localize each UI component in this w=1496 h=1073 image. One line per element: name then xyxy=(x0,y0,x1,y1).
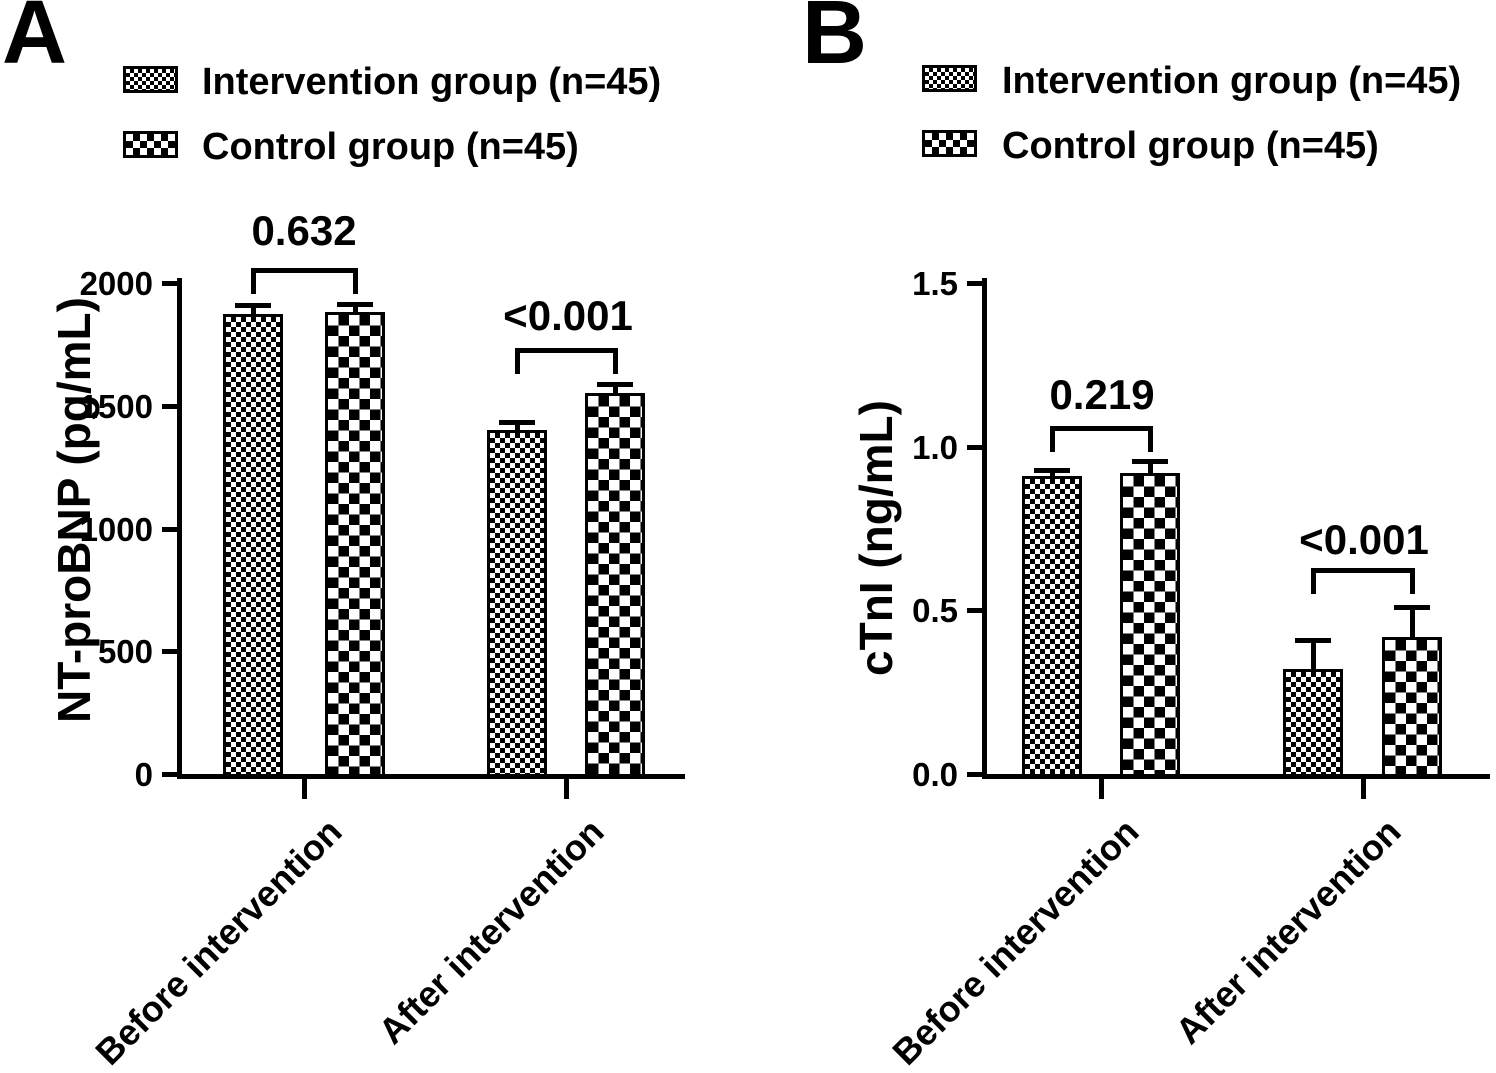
y-tick-label: 0.5 xyxy=(912,592,958,630)
y-tick-label: 2000 xyxy=(79,265,153,302)
legend-swatch-intervention xyxy=(123,66,178,93)
x-tick xyxy=(564,779,569,799)
significance-bracket xyxy=(251,268,358,294)
p-value-label: 0.219 xyxy=(1049,371,1155,418)
significance-bracket xyxy=(1050,426,1153,452)
error-bar-stem xyxy=(1050,469,1055,481)
x-tick xyxy=(1099,779,1104,799)
legend-swatch-control xyxy=(922,130,977,157)
y-tick-label: 1.5 xyxy=(912,265,958,302)
x-tick xyxy=(1361,779,1366,799)
error-bar-cap xyxy=(1132,459,1168,465)
y-tick xyxy=(967,444,982,450)
y-axis-title: cTnI (ng/mL) xyxy=(850,400,902,676)
bar-control-after xyxy=(585,393,645,777)
bar-control-after xyxy=(1382,636,1442,777)
error-bar-stem xyxy=(1410,607,1415,641)
x-axis-line xyxy=(177,774,685,779)
y-tick xyxy=(162,526,177,532)
y-tick-label: 0.0 xyxy=(912,756,958,793)
bar-intervention-after xyxy=(487,430,547,777)
error-bar-stem xyxy=(1311,639,1316,674)
error-bar-stem xyxy=(515,421,520,435)
error-bar-cap xyxy=(1034,467,1070,473)
y-tick-label: 0 xyxy=(134,756,153,793)
y-tick xyxy=(967,281,982,286)
panel-letter: A xyxy=(2,0,67,83)
legend-label-control: Control group (n=45) xyxy=(202,126,579,168)
x-category-label: Before intervention xyxy=(884,810,1147,1073)
significance-bracket xyxy=(1311,568,1415,594)
error-bar-stem xyxy=(613,383,618,398)
y-tick xyxy=(162,772,177,777)
y-tick xyxy=(967,772,982,777)
legend-swatch-intervention xyxy=(922,65,977,92)
p-value-label: <0.001 xyxy=(1299,516,1429,563)
error-bar-cap xyxy=(337,301,373,307)
bar-intervention-before xyxy=(223,313,283,777)
y-tick xyxy=(967,608,982,614)
error-bar-cap xyxy=(1394,605,1430,611)
error-bar-cap xyxy=(235,303,271,309)
significance-bracket xyxy=(515,348,618,374)
legend-label-control: Control group (n=45) xyxy=(1002,125,1379,167)
y-tick xyxy=(162,281,177,286)
y-tick xyxy=(162,649,177,655)
y-axis-line xyxy=(982,278,987,779)
error-bar-cap xyxy=(597,381,633,387)
y-tick xyxy=(162,403,177,409)
legend-label-intervention: Intervention group (n=45) xyxy=(1002,60,1462,102)
legend-label-intervention: Intervention group (n=45) xyxy=(202,61,662,103)
legend-swatch-control xyxy=(123,131,178,158)
error-bar-stem xyxy=(251,305,256,318)
y-tick-label: 500 xyxy=(97,633,153,671)
p-value-label: <0.001 xyxy=(503,292,633,339)
x-tick xyxy=(302,779,307,799)
y-tick-label: 1.0 xyxy=(912,428,958,466)
error-bar-stem xyxy=(353,303,358,317)
bar-intervention-after xyxy=(1283,669,1343,777)
x-category-label: After intervention xyxy=(1167,810,1409,1052)
y-tick-label: 1500 xyxy=(79,387,153,425)
y-tick-label: 1000 xyxy=(79,510,153,548)
bar-control-before xyxy=(325,312,385,777)
error-bar-cap xyxy=(1295,637,1331,643)
error-bar-stem xyxy=(1148,461,1153,477)
panel-letter: B xyxy=(802,0,867,83)
bar-intervention-before xyxy=(1022,476,1082,777)
bar-control-before xyxy=(1120,472,1180,777)
y-axis-line xyxy=(177,278,182,779)
error-bar-cap xyxy=(499,419,535,425)
p-value-label: 0.632 xyxy=(251,207,357,254)
x-axis-line xyxy=(982,774,1490,779)
